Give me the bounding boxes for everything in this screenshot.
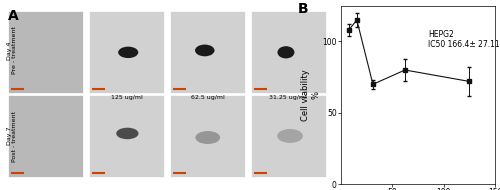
- Y-axis label: Cell viability
%: Cell viability %: [302, 69, 320, 121]
- FancyBboxPatch shape: [251, 11, 326, 93]
- FancyBboxPatch shape: [170, 95, 244, 177]
- Text: 31.25 ug/ml: 31.25 ug/ml: [270, 95, 307, 100]
- Text: 62.5 ug/ml: 62.5 ug/ml: [190, 95, 224, 100]
- FancyBboxPatch shape: [251, 95, 326, 177]
- Ellipse shape: [278, 46, 294, 59]
- Text: B: B: [298, 2, 308, 16]
- Text: HEPG2
IC50 166.4± 27.11: HEPG2 IC50 166.4± 27.11: [428, 30, 500, 49]
- Text: Day 7
Post - treatment: Day 7 Post - treatment: [6, 111, 18, 162]
- Text: A: A: [8, 9, 19, 23]
- Ellipse shape: [195, 45, 214, 56]
- FancyBboxPatch shape: [170, 11, 244, 93]
- Text: Day 4
Pre - treatment: Day 4 Pre - treatment: [6, 26, 18, 74]
- Ellipse shape: [196, 131, 220, 144]
- FancyBboxPatch shape: [8, 11, 83, 93]
- Ellipse shape: [277, 129, 303, 143]
- FancyBboxPatch shape: [89, 95, 164, 177]
- FancyBboxPatch shape: [89, 11, 164, 93]
- Ellipse shape: [116, 128, 138, 139]
- FancyBboxPatch shape: [8, 95, 83, 177]
- Text: 125 ug/ml: 125 ug/ml: [110, 95, 142, 100]
- Ellipse shape: [118, 47, 139, 58]
